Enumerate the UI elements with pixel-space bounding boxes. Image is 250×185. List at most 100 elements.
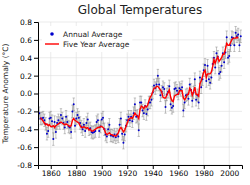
tick-mark <box>34 22 38 23</box>
error-bar <box>194 73 196 86</box>
point <box>150 99 152 101</box>
error-bar <box>65 110 67 123</box>
point <box>172 105 174 107</box>
point <box>156 84 158 86</box>
point <box>153 84 155 86</box>
tick-mark <box>34 111 38 112</box>
tick-label: 1980 <box>195 169 214 178</box>
point <box>47 130 49 132</box>
tick-label: -0.2 <box>17 107 32 116</box>
legend-entry: Annual Average <box>50 30 122 39</box>
tick-label: 1960 <box>169 169 188 178</box>
legend-label: Annual Average <box>63 30 123 39</box>
point <box>198 101 200 103</box>
error-bar <box>163 83 165 96</box>
point <box>83 124 85 126</box>
point <box>50 117 52 119</box>
point <box>60 114 62 116</box>
point <box>106 135 108 137</box>
point <box>87 118 89 120</box>
legend: Annual AverageFive Year Average <box>42 26 132 52</box>
point <box>200 86 202 88</box>
grid-line-y <box>38 57 242 58</box>
point <box>165 106 167 108</box>
point <box>191 100 193 102</box>
error-bar <box>102 111 104 124</box>
point <box>42 117 44 119</box>
point <box>131 120 133 122</box>
error-bar <box>52 133 54 146</box>
point <box>73 103 75 105</box>
point <box>140 101 142 103</box>
tick: 1880 <box>67 165 86 178</box>
tick: 1900 <box>93 165 112 178</box>
point <box>98 130 100 132</box>
tick-label: 1860 <box>42 169 61 178</box>
tick-mark <box>34 147 38 148</box>
point <box>214 67 216 69</box>
point <box>52 138 54 140</box>
y-axis-label: Temperature Anomaly (°C) <box>1 43 10 144</box>
error-bar <box>182 104 184 117</box>
y-axis: -0.8-0.6-0.4-0.20.00.20.40.60.8 <box>17 18 38 170</box>
error-bar <box>46 127 48 140</box>
point <box>70 131 72 133</box>
grid-line-y <box>38 22 242 23</box>
grid <box>38 22 242 165</box>
point <box>204 64 206 66</box>
error-bar <box>56 117 58 130</box>
point <box>66 121 68 123</box>
point <box>163 88 165 90</box>
error-bar <box>219 66 221 79</box>
tick-label: 0.6 <box>20 36 32 45</box>
point <box>108 124 110 126</box>
tick: 0.6 <box>20 36 38 45</box>
legend-label: Five Year Average <box>63 40 130 49</box>
point <box>157 75 159 77</box>
tick-mark <box>34 40 38 41</box>
point <box>235 32 237 34</box>
tick-label: 0.2 <box>20 72 32 81</box>
point <box>57 119 59 121</box>
point <box>55 131 57 133</box>
point <box>227 57 229 59</box>
error-bar <box>197 96 199 109</box>
error-bar <box>180 84 182 97</box>
point <box>176 90 178 92</box>
tick-label: -0.8 <box>17 161 32 170</box>
tick: -0.4 <box>17 125 38 134</box>
point <box>64 126 66 128</box>
error-bars <box>38 26 242 148</box>
point <box>162 86 164 88</box>
tick-label: 2000 <box>220 169 239 178</box>
point <box>124 134 126 136</box>
error-bar <box>138 124 140 137</box>
legend-background <box>42 26 132 52</box>
point <box>54 121 56 123</box>
error-bar <box>47 125 49 138</box>
point <box>179 87 181 89</box>
error-bar <box>223 56 225 69</box>
point <box>78 117 80 119</box>
point <box>237 34 239 36</box>
axis-line <box>34 23 39 166</box>
point <box>159 94 161 96</box>
plot-marks <box>38 26 242 148</box>
error-bar <box>115 131 117 144</box>
point <box>209 82 211 84</box>
grid-line-x <box>203 22 204 165</box>
point <box>205 80 207 82</box>
tick-label: 0.8 <box>20 18 32 27</box>
series <box>41 37 239 136</box>
point <box>187 98 189 100</box>
tick: 0.8 <box>20 18 38 27</box>
point <box>134 103 136 105</box>
point <box>181 86 183 88</box>
point <box>117 135 119 137</box>
error-bar <box>206 60 208 73</box>
tick: 0.2 <box>20 72 38 81</box>
error-bar <box>73 98 75 111</box>
point <box>210 76 212 78</box>
tick: 2000 <box>220 165 239 178</box>
point <box>228 55 230 57</box>
